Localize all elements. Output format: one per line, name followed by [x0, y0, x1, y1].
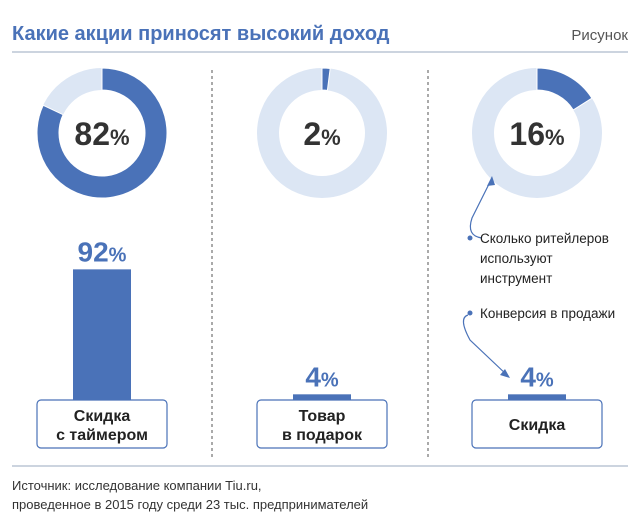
chart-title: Какие акции приносят высокий доход	[12, 23, 390, 45]
category-box	[471, 399, 603, 449]
donut-slice	[321, 67, 331, 91]
legend-conversion: Конверсия в продажи	[480, 306, 615, 321]
source-line-2: проведенное в 2015 году среди 23 тыс. пр…	[12, 497, 368, 512]
bar-value-label: 4%	[520, 361, 554, 392]
legend-arrow-conversion	[462, 314, 509, 377]
legend-retailers-line-3: инструмент	[480, 271, 552, 286]
category-box	[36, 399, 168, 449]
category-label: в подарок	[282, 427, 363, 444]
legend-retailers-line-1: Сколько ритейлеров	[480, 231, 609, 246]
donut-slice	[36, 67, 168, 199]
legend-arrow-retailers	[469, 177, 493, 239]
legend-retailers-line-2: используют	[480, 251, 553, 266]
donut-slice	[536, 67, 593, 111]
legend-dot-conversion	[467, 310, 473, 316]
category-box	[256, 399, 388, 449]
legend-dot-retailers	[467, 235, 473, 241]
bar	[73, 269, 131, 400]
category-label: Скидка	[74, 408, 131, 425]
category-label: с таймером	[56, 427, 148, 444]
bar	[293, 394, 351, 400]
donut-value-label: 2%	[303, 116, 340, 152]
bar-value-label: 4%	[305, 361, 339, 392]
bar-value-label: 92%	[78, 236, 127, 267]
legend-arrowhead-retailers	[487, 176, 495, 186]
legend: Сколько ритейлеров используют инструмент…	[462, 176, 615, 378]
category-label: Скидка	[509, 417, 566, 434]
legend-arrowhead-conversion	[500, 369, 510, 378]
donut-value-label: 82%	[74, 116, 129, 152]
chart-columns: 82% 92% Скидка с таймером 2% 4% Товар в подарок…	[36, 67, 603, 449]
donut-value-label: 16%	[509, 116, 564, 152]
figure-label: Рисунок	[571, 27, 628, 44]
bar	[508, 394, 566, 400]
source-line-1: Источник: исследование компании Tiu.ru,	[12, 478, 262, 493]
category-label: Товар	[299, 408, 346, 425]
